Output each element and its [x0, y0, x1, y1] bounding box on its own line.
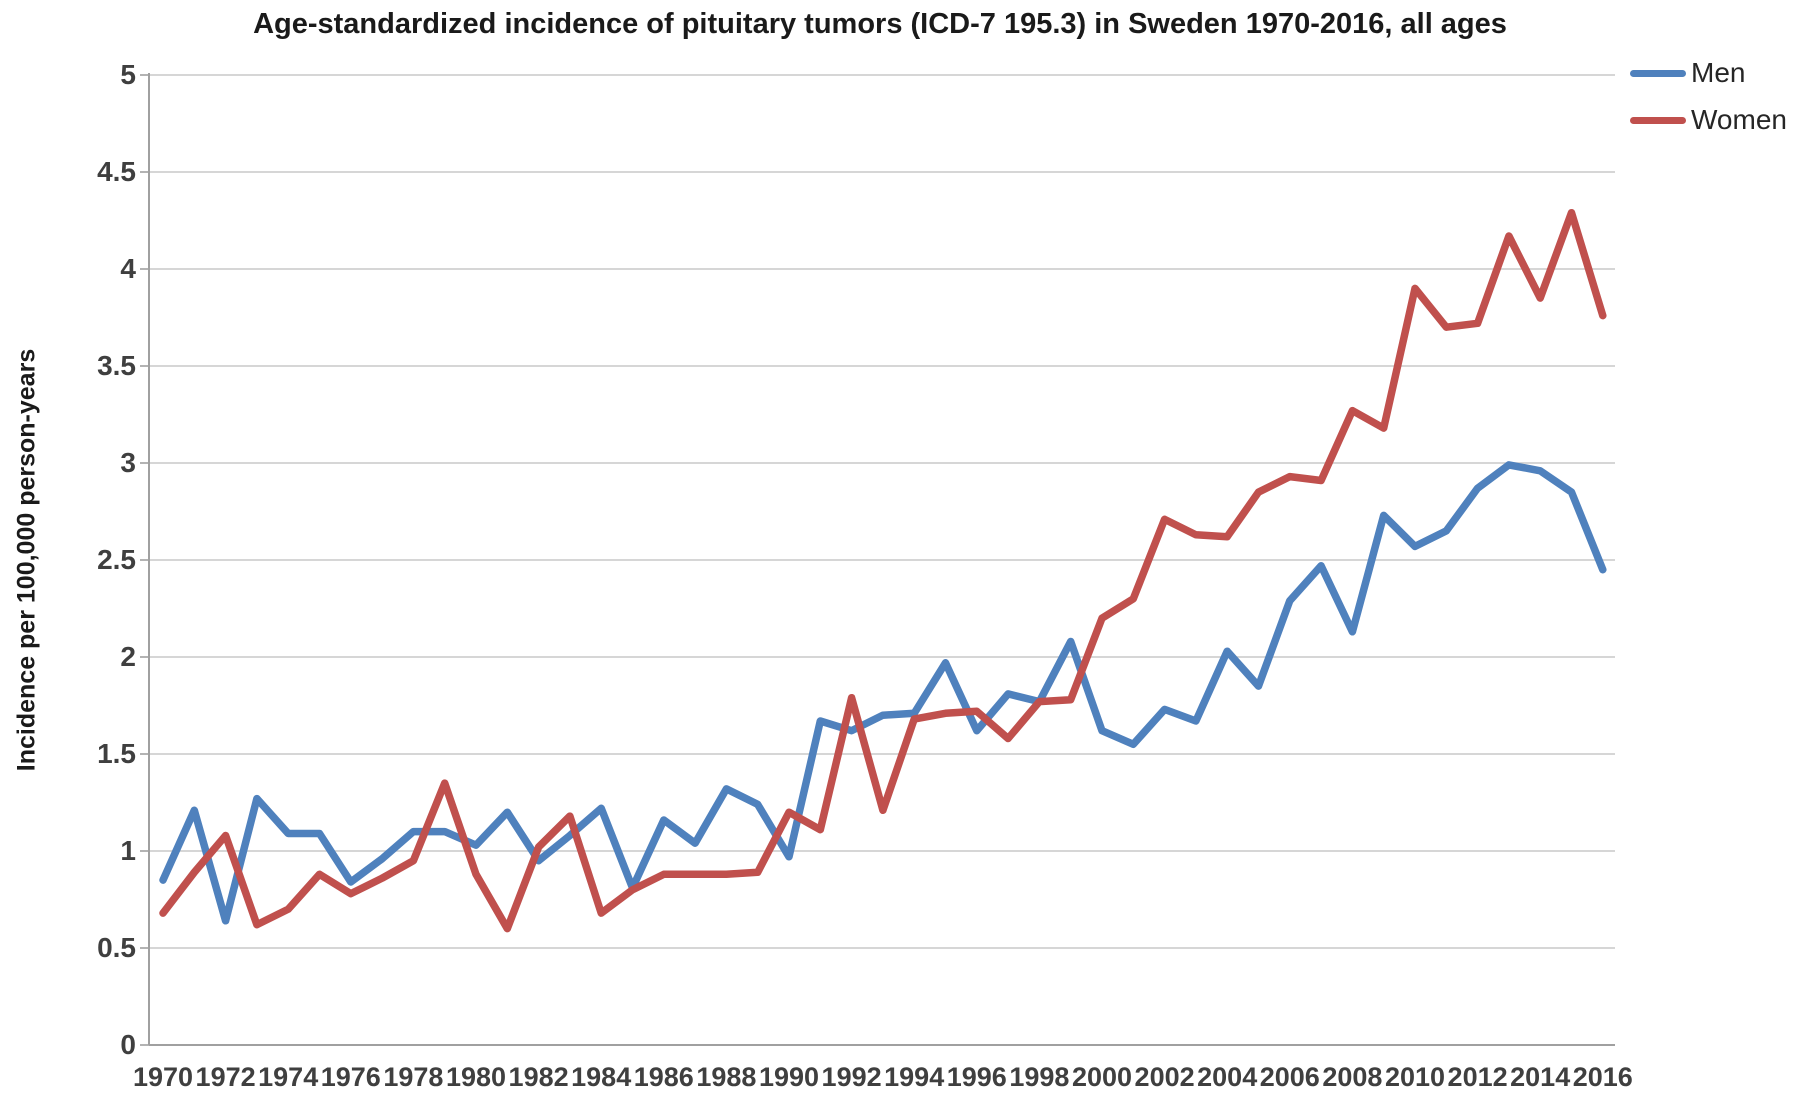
women-series-line [159, 208, 1607, 933]
x-tick-label: 1988 [696, 1062, 757, 1092]
y-tick-label: 4.5 [97, 156, 136, 187]
gridlines [140, 74, 1615, 1046]
x-tick-label: 2000 [1071, 1062, 1133, 1092]
x-tick-label: 1984 [571, 1062, 632, 1092]
y-tick-label: 2 [120, 641, 136, 672]
x-tick-label: 1992 [821, 1062, 882, 1092]
x-tick-label: 1978 [383, 1062, 444, 1092]
y-tick-label: 5 [120, 59, 136, 90]
x-tick-label: 1990 [758, 1062, 820, 1092]
y-tick-label: 3 [120, 447, 136, 478]
x-tick-label: 2014 [1510, 1062, 1571, 1092]
x-tick-label: 2006 [1259, 1062, 1320, 1092]
x-tick-label: 1994 [884, 1062, 945, 1092]
x-tick-label: 1980 [445, 1062, 507, 1092]
y-tick-label: 1 [120, 835, 136, 866]
y-tick-label: 0.5 [97, 932, 136, 963]
legend-item-women: Women [1630, 104, 1787, 135]
x-tick-label: 2016 [1572, 1062, 1633, 1092]
legend: Men Women [1630, 57, 1787, 152]
x-tick-label: 2012 [1447, 1062, 1508, 1092]
x-tick-label: 2008 [1322, 1062, 1383, 1092]
men-legend-label: Men [1691, 57, 1746, 88]
x-tick-label: 1982 [508, 1062, 569, 1092]
men-series-line [159, 461, 1607, 925]
women-legend-line [1630, 116, 1686, 124]
men-legend-line [1630, 69, 1686, 77]
legend-item-men: Men [1630, 57, 1787, 88]
x-tick-label: 1976 [320, 1062, 381, 1092]
x-tick-label: 1996 [946, 1062, 1007, 1092]
x-tick-label: 2002 [1134, 1062, 1195, 1092]
chart-title: Age-standardized incidence of pituitary … [253, 8, 1507, 40]
x-tick-label: 2010 [1384, 1062, 1446, 1092]
y-tick-label: 4 [120, 253, 136, 284]
x-tick-label: 1970 [132, 1062, 194, 1092]
x-tick-label: 1974 [258, 1062, 319, 1092]
x-tick-label: 2004 [1197, 1062, 1258, 1092]
y-tick-label: 3.5 [97, 350, 136, 381]
y-tick-label: 0 [120, 1029, 136, 1060]
x-tick-label: 1998 [1009, 1062, 1070, 1092]
x-tick-label: 1986 [633, 1062, 694, 1092]
x-tick-label: 1972 [195, 1062, 256, 1092]
y-tick-label: 2.5 [97, 544, 136, 575]
y-tick-label: 1.5 [97, 738, 136, 769]
women-legend-label: Women [1691, 104, 1787, 135]
